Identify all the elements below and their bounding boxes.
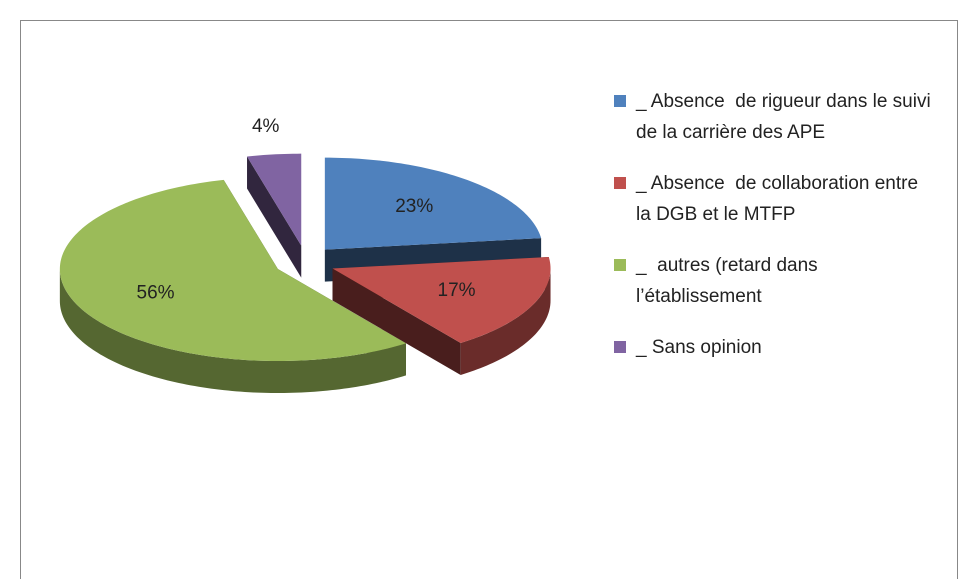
legend-label: _ Absence de rigueur dans le suivi de la… [636, 91, 936, 143]
data-label: 56% [137, 282, 175, 303]
slice [59, 179, 406, 362]
slice [247, 153, 302, 246]
slice [332, 257, 551, 343]
slice [324, 157, 542, 250]
legend-label: _ Absence de collaboration entre la DGB … [636, 173, 924, 225]
data-label: 17% [438, 280, 476, 301]
legend-entry: _ Absence de rigueur dans le suivi de la… [612, 86, 932, 148]
legend-swatch [614, 259, 626, 271]
legend-label: _ autres (retard dans l’établissement [636, 255, 823, 307]
legend-entry: _ Absence de collaboration entre la DGB … [612, 168, 932, 230]
slice-edge [332, 268, 461, 375]
legend-swatch [614, 95, 626, 107]
slice-tops [59, 153, 551, 362]
legend-swatch [614, 177, 626, 189]
legend-entry: _ Sans opinion [612, 332, 932, 363]
data-label: 23% [395, 196, 433, 217]
slice-wall [460, 268, 551, 375]
data-labels: 23% 17% 56% 4% [137, 116, 476, 303]
legend-swatch [614, 341, 626, 353]
slice-edge [247, 156, 302, 278]
legend: _ Absence de rigueur dans le suivi de la… [612, 86, 932, 383]
slice-wall [59, 269, 406, 394]
data-label: 4% [252, 116, 280, 137]
legend-entry: _ autres (retard dans l’établissement [612, 250, 932, 312]
legend-label: _ Sans opinion [636, 337, 762, 358]
